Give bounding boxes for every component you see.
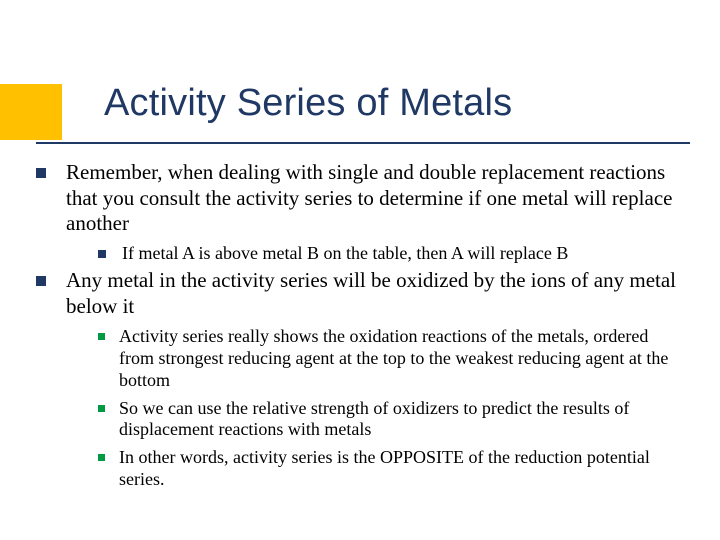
square-bullet-icon [98,250,106,258]
square-bullet-icon [36,276,46,286]
square-bullet-icon [36,168,46,178]
bullet-list-lvl2: If metal A is above metal B on the table… [36,243,680,265]
square-bullet-icon [98,454,105,461]
square-bullet-icon [98,333,105,340]
title-rule [36,142,690,144]
list-item: Any metal in the activity series will be… [36,268,680,319]
list-item: If metal A is above metal B on the table… [98,243,680,265]
bullet-text: If metal A is above metal B on the table… [122,243,568,265]
bullet-text: Activity series really shows the oxidati… [119,326,680,392]
content-area: Remember, when dealing with single and d… [36,160,680,497]
bullet-text: So we can use the relative strength of o… [119,398,680,442]
slide: Activity Series of Metals Remember, when… [0,0,720,540]
list-item: Activity series really shows the oxidati… [98,326,680,392]
bullet-list-lvl3: Activity series really shows the oxidati… [36,326,680,492]
title-wrap: Activity Series of Metals [38,82,696,125]
list-item: So we can use the relative strength of o… [98,398,680,442]
slide-title: Activity Series of Metals [38,82,696,125]
bullet-text: Any metal in the activity series will be… [66,268,680,319]
bullet-text: In other words, activity series is the O… [119,447,680,491]
list-item: Remember, when dealing with single and d… [36,160,680,237]
square-bullet-icon [98,405,105,412]
list-item: In other words, activity series is the O… [98,447,680,491]
bullet-text: Remember, when dealing with single and d… [66,160,680,237]
bullet-list-lvl1: Remember, when dealing with single and d… [36,160,680,491]
